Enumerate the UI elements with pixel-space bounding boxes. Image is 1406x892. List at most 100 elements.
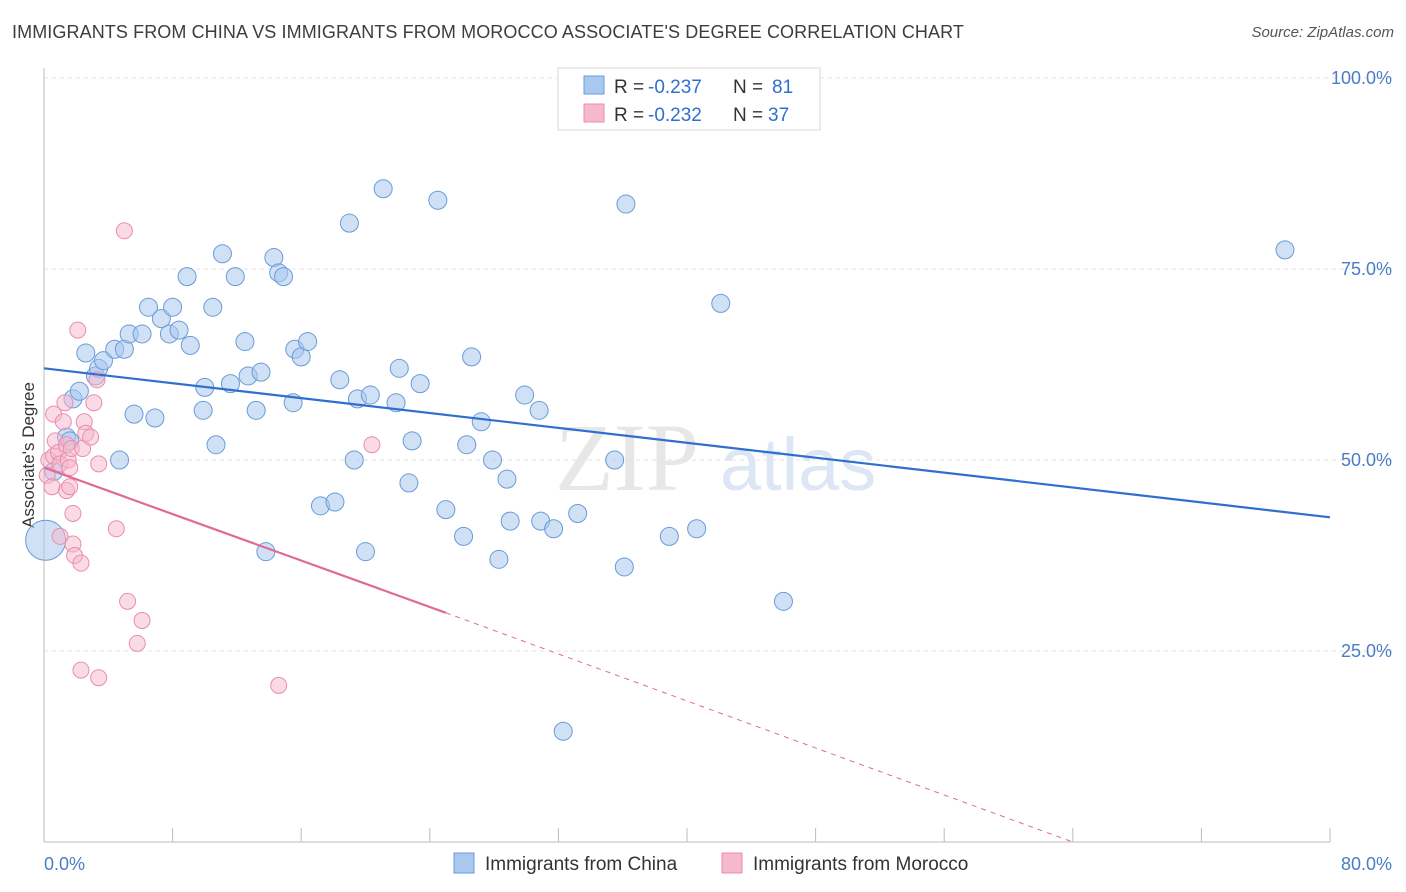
china-point (410, 374, 430, 394)
china-point (76, 343, 96, 363)
china-point (298, 332, 318, 352)
legend-n-value-morocco: 37 (768, 105, 789, 126)
china-point (246, 400, 266, 420)
morocco-trend-extension (445, 612, 1073, 843)
legend-r-label-morocco: R = (614, 105, 644, 126)
legend-r-label-china: R = (614, 77, 644, 98)
china-point (360, 385, 380, 405)
morocco-point (51, 527, 69, 545)
china-point (212, 244, 232, 264)
china-point (203, 297, 223, 317)
stats-legend: R = -0.237 N = 81 R = -0.232 N = 37 (557, 67, 821, 131)
morocco-point (69, 321, 87, 339)
china-point (220, 374, 240, 394)
morocco-point (128, 634, 146, 652)
bottom-legend-label-china: Immigrants from China (485, 854, 678, 875)
morocco-trend-line (43, 466, 447, 614)
china-point (544, 519, 564, 539)
china-point (180, 335, 200, 355)
morocco-point (115, 222, 133, 240)
morocco-point (82, 428, 100, 446)
china-point (124, 404, 144, 424)
china-point (402, 431, 422, 451)
china-point (553, 721, 573, 741)
legend-n-value-china: 81 (772, 77, 793, 98)
china-point (386, 393, 406, 413)
morocco-point (107, 520, 125, 538)
china-point (515, 385, 535, 405)
y-tick-label: 75.0% (1341, 259, 1392, 279)
morocco-point (43, 478, 61, 496)
china-point (235, 332, 255, 352)
china-point (344, 450, 364, 470)
china-point (193, 400, 213, 420)
morocco-point (54, 413, 72, 431)
china-point (325, 492, 345, 512)
china-point (225, 267, 245, 287)
morocco-point (119, 592, 137, 610)
china-point (399, 473, 419, 493)
china-point (274, 267, 294, 287)
x-tick-label-min: 0.0% (44, 854, 85, 874)
y-tick-label: 100.0% (1331, 68, 1392, 88)
bottom-legend-swatch-morocco (721, 852, 743, 874)
china-point (482, 450, 502, 470)
china-point (177, 267, 197, 287)
morocco-point (61, 478, 79, 496)
morocco-point (270, 676, 288, 694)
y-axis-label: Associate's Degree (19, 382, 38, 528)
china-point (251, 362, 271, 382)
china-point (462, 347, 482, 367)
china-point (500, 511, 520, 531)
legend-n-label-morocco: N = (733, 105, 763, 126)
china-point (489, 549, 509, 569)
trend-lines (43, 367, 1331, 843)
china-point (773, 591, 793, 611)
china-point (711, 293, 731, 313)
china-point (169, 320, 189, 340)
china-point (614, 557, 634, 577)
morocco-point (64, 504, 82, 522)
china-point (568, 503, 588, 523)
morocco-point (90, 455, 108, 473)
series-china-points (25, 179, 1295, 741)
morocco-point (61, 459, 79, 477)
china-point (356, 542, 375, 562)
china-point (389, 358, 409, 378)
china-point (330, 370, 350, 390)
bottom-legend-swatch-china (453, 852, 475, 874)
china-point (110, 450, 130, 470)
watermark-zip: ZIP (555, 404, 699, 511)
china-point (529, 400, 549, 420)
bottom-legend-label-morocco: Immigrants from Morocco (753, 854, 968, 875)
china-point (497, 469, 517, 489)
legend-r-value-morocco: -0.232 (648, 105, 702, 126)
morocco-point (72, 661, 90, 679)
legend-n-label-china: N = (733, 77, 763, 98)
grid-lines (44, 77, 1392, 652)
chart-source: Source: ZipAtlas.com (1251, 24, 1394, 41)
series-legend: Immigrants from China Immigrants from Mo… (453, 852, 968, 875)
legend-swatch-china (583, 75, 605, 95)
china-point (151, 309, 171, 329)
china-point (339, 213, 359, 233)
y-tick-label: 50.0% (1341, 450, 1392, 470)
china-point (616, 194, 636, 214)
china-point (373, 179, 393, 199)
watermark-atlas: atlas (720, 423, 876, 506)
morocco-point (72, 554, 90, 572)
china-point (436, 500, 456, 520)
china-point (1275, 240, 1295, 260)
morocco-point (90, 669, 108, 687)
china-point (428, 190, 448, 210)
china-point (454, 526, 474, 546)
y-tick-label: 25.0% (1341, 641, 1392, 661)
watermark: ZIP atlas (555, 404, 876, 511)
china-point (69, 381, 89, 401)
series-morocco-points (38, 222, 381, 694)
china-point (163, 297, 183, 317)
china-point (659, 526, 679, 546)
morocco-point (56, 394, 74, 412)
y-tick-labels: 25.0% 50.0% 75.0% 100.0% (1331, 68, 1392, 661)
china-trend-line (43, 367, 1331, 519)
